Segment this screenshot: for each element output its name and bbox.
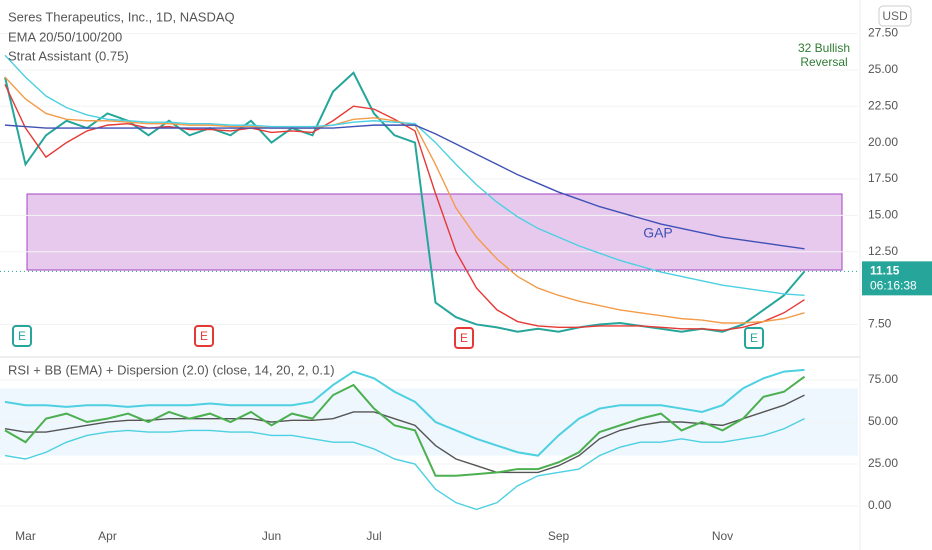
earnings-label[interactable]: E xyxy=(750,331,758,345)
x-tick-label: Jul xyxy=(366,529,381,543)
series-line xyxy=(4,375,806,477)
signal-label: 32 Bullish xyxy=(798,41,850,55)
series-line xyxy=(4,418,805,511)
earnings-box[interactable] xyxy=(744,327,764,349)
currency[interactable]: USD xyxy=(882,9,908,23)
x-tick-label: Mar xyxy=(15,529,36,543)
x-tick-label: Sep xyxy=(548,529,570,543)
x-tick-label: Jun xyxy=(262,529,281,543)
earnings-markers: E E E E xyxy=(12,325,764,349)
series-line xyxy=(4,54,805,297)
gap-box xyxy=(26,193,843,271)
y-tick-label: 12.50 xyxy=(868,244,898,258)
y-tick-label: 25.00 xyxy=(868,456,898,470)
earnings-box[interactable] xyxy=(12,325,32,347)
y-tick-label: 27.50 xyxy=(868,26,898,40)
last-price: 11.15 xyxy=(870,264,900,278)
y-tick-label: 17.50 xyxy=(868,171,898,185)
signal-label: Reversal xyxy=(800,55,847,69)
countdown: 06:16:38 xyxy=(870,279,917,293)
series-line xyxy=(4,368,805,457)
y-tick-label: 75.00 xyxy=(868,372,898,386)
y-tick-label: 7.50 xyxy=(868,317,892,331)
y-tick-label: 50.00 xyxy=(868,414,898,428)
earnings-box[interactable] xyxy=(194,325,214,347)
series-line xyxy=(4,124,805,250)
earnings-label[interactable]: E xyxy=(460,331,468,345)
indicator-label: EMA 20/50/100/200 xyxy=(8,29,122,44)
overlay: 7.50 12.50 15.00 17.50 20.00 22.50 25.00 27.50 1… xyxy=(15,26,932,543)
earnings-box[interactable] xyxy=(454,327,474,349)
y-tick-label: 22.50 xyxy=(868,98,898,112)
last-price-box xyxy=(862,261,932,296)
y-tick-label: 25.00 xyxy=(868,62,898,76)
gap-label: GAP xyxy=(643,225,673,241)
earnings-label[interactable]: E xyxy=(18,329,26,343)
y-tick-label: 15.00 xyxy=(868,207,898,221)
indicator-label: Strat Assistant (0.75) xyxy=(8,48,129,63)
currency-box[interactable] xyxy=(878,5,912,27)
rsi-title: RSI + BB (EMA) + Dispersion (2.0) (close… xyxy=(8,362,335,377)
y-tick-label: 0.00 xyxy=(868,498,892,512)
x-tick-label: Nov xyxy=(712,529,733,543)
y-tick-label: 20.00 xyxy=(868,135,898,149)
chart-title: Seres Therapeutics, Inc., 1D, NASDAQ xyxy=(8,9,235,24)
earnings-label[interactable]: E xyxy=(200,329,208,343)
x-tick-label: Apr xyxy=(98,529,117,543)
